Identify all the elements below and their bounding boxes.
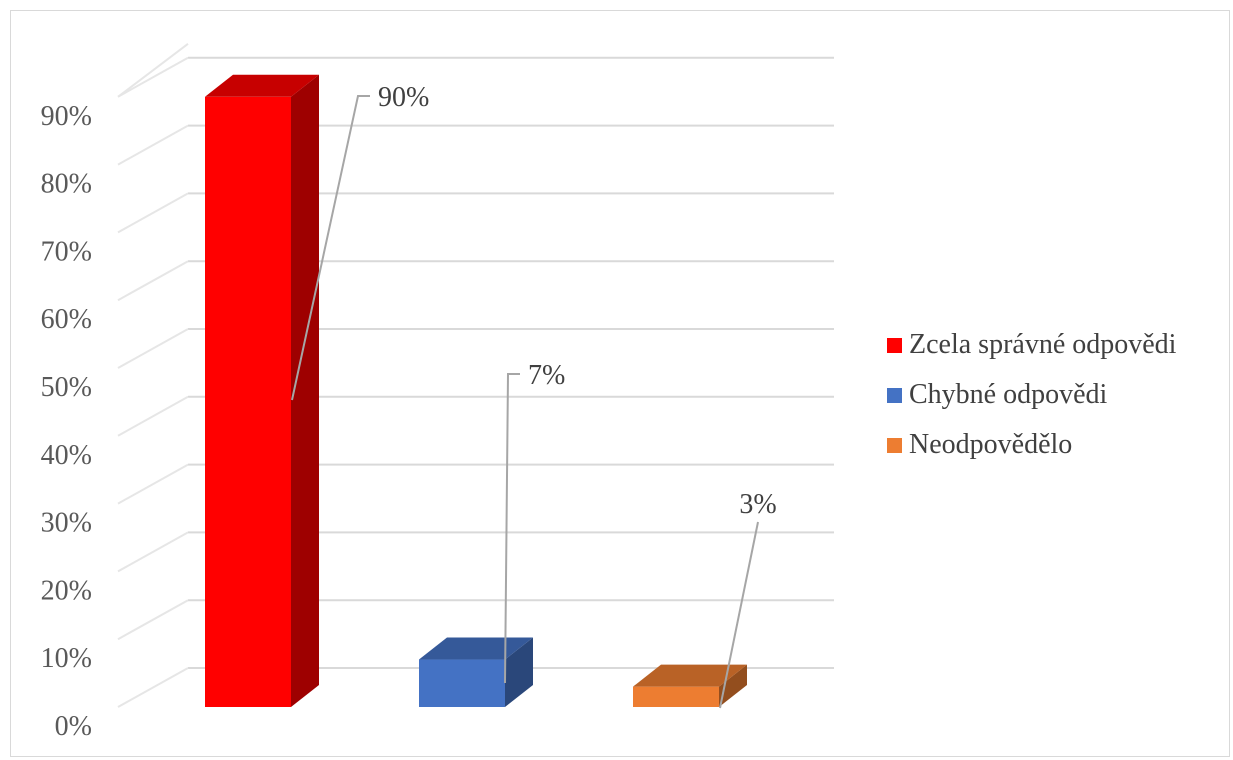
data-label: 90% bbox=[378, 82, 429, 113]
legend-label: Neodpovědělo bbox=[909, 429, 1073, 460]
y-tick-label: 80% bbox=[41, 169, 92, 200]
gridline-side bbox=[117, 260, 189, 302]
bar-side bbox=[291, 74, 319, 708]
bar bbox=[205, 96, 291, 708]
legend-item: Zcela správné odpovědi bbox=[887, 320, 1176, 370]
y-tick-label: 0% bbox=[55, 711, 92, 742]
gridline-side bbox=[117, 124, 189, 166]
y-tick-label: 30% bbox=[41, 508, 92, 539]
data-label: 7% bbox=[528, 360, 565, 391]
legend-label: Zcela správné odpovědi bbox=[909, 329, 1177, 360]
legend-swatch bbox=[887, 387, 902, 403]
gridline-side bbox=[117, 395, 189, 437]
gridline-side bbox=[117, 192, 189, 234]
gridline-side bbox=[117, 531, 189, 573]
y-tick-label: 90% bbox=[41, 101, 92, 132]
legend-label: Chybné odpovědi bbox=[909, 379, 1108, 410]
gridline-side bbox=[117, 667, 189, 708]
bar bbox=[419, 659, 505, 707]
leader-line bbox=[504, 373, 520, 684]
bar-side bbox=[505, 637, 533, 707]
gridline-side bbox=[117, 56, 189, 98]
legend-item: Neodpovědělo bbox=[887, 420, 1176, 470]
legend-item: Chybné odpovědi bbox=[887, 370, 1176, 420]
y-tick-label: 60% bbox=[41, 304, 92, 335]
leader-line bbox=[291, 95, 370, 401]
gridline-side bbox=[117, 463, 189, 505]
y-tick-label: 20% bbox=[41, 575, 92, 606]
bar-side bbox=[719, 664, 747, 707]
legend-swatch bbox=[887, 437, 902, 453]
legend-swatch bbox=[887, 337, 902, 353]
leader-line bbox=[719, 521, 759, 709]
data-label: 3% bbox=[739, 489, 776, 520]
bar-top bbox=[633, 664, 747, 687]
side-wall-edge bbox=[117, 43, 189, 98]
legend: Zcela správné odpovědi Chybné odpovědi N… bbox=[887, 320, 1176, 470]
gridline-side bbox=[117, 328, 189, 369]
gridline-side bbox=[117, 599, 189, 641]
y-tick-label: 50% bbox=[41, 372, 92, 403]
y-tick-label: 10% bbox=[41, 643, 92, 674]
bar bbox=[633, 686, 719, 707]
y-tick-label: 40% bbox=[41, 440, 92, 471]
y-tick-label: 70% bbox=[41, 236, 92, 267]
bar-top bbox=[205, 74, 319, 97]
